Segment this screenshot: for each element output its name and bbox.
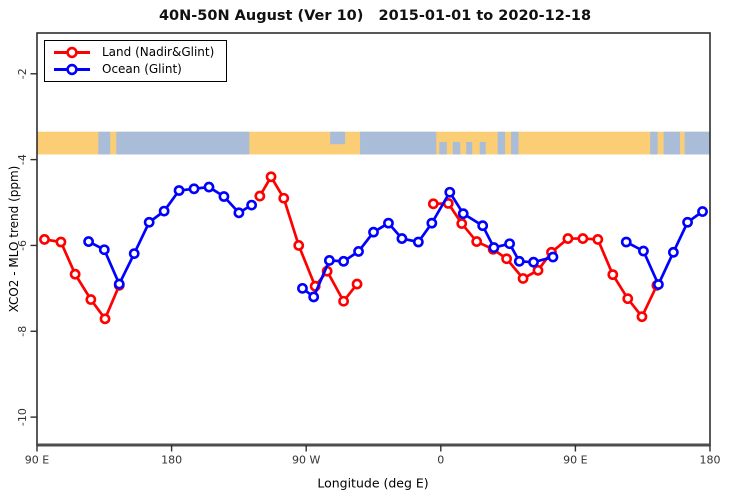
ocean-line-marker-icon: [54, 63, 90, 75]
svg-text:90 E: 90 E: [563, 454, 587, 467]
legend-item-ocean: Ocean (Glint): [51, 61, 214, 77]
svg-text:180: 180: [700, 454, 721, 467]
svg-text:-6: -6: [16, 240, 29, 251]
svg-text:-4: -4: [16, 154, 29, 165]
legend: Land (Nadir&Glint) Ocean (Glint): [44, 40, 228, 82]
svg-text:-8: -8: [16, 326, 29, 337]
svg-text:-2: -2: [16, 68, 29, 79]
svg-text:90 E: 90 E: [25, 454, 49, 467]
chart-title: 40N-50N August (Ver 10) 2015-01-01 to 20…: [158, 8, 592, 24]
x-axis-title: Longitude (deg E): [317, 475, 429, 491]
land-line-marker-icon: [54, 46, 90, 58]
legend-label-land: Land (Nadir&Glint): [102, 45, 215, 59]
y-axis-title: XCO2 - MLO trend (ppm): [7, 165, 21, 313]
svg-text:-10: -10: [16, 408, 29, 426]
svg-text:0: 0: [437, 454, 444, 467]
svg-text:90 W: 90 W: [292, 454, 320, 467]
svg-text:180: 180: [161, 454, 182, 467]
legend-item-land: Land (Nadir&Glint): [51, 44, 214, 60]
legend-label-ocean: Ocean (Glint): [102, 62, 182, 76]
